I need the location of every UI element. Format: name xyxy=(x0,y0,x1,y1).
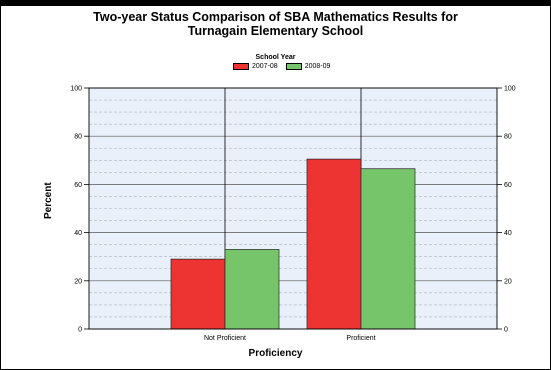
y-tick-label-left: 20 xyxy=(74,278,82,285)
y-axis-label: Percent xyxy=(43,182,54,219)
y-tick-label-right: 0 xyxy=(504,327,508,334)
legend-label-2007-08: 2007-08 xyxy=(252,63,278,70)
legend-swatch-2007-08 xyxy=(233,63,249,70)
y-tick-label-left: 40 xyxy=(74,230,82,237)
legend-item-2008-09: 2008-09 xyxy=(285,63,331,70)
y-tick-label-left: 0 xyxy=(78,327,82,334)
y-tick-label-right: 80 xyxy=(504,134,512,141)
chart-title-line-2: Turnagain Elementary School xyxy=(187,24,364,38)
chart-title-line-1: Two-year Status Comparison of SBA Mathem… xyxy=(93,10,458,24)
legend: 2007-08 2008-09 xyxy=(233,63,338,70)
x-axis-label: Proficiency xyxy=(248,348,303,359)
bar-proficient-2008-09 xyxy=(360,168,416,330)
x-tick-label: Proficient xyxy=(346,335,375,342)
x-tick-label: Not Proficient xyxy=(204,335,246,342)
y-tick-label-right: 100 xyxy=(504,86,516,93)
bar-not-proficient-2007-08 xyxy=(170,258,226,330)
y-tick-label-left: 100 xyxy=(70,86,82,93)
y-tick-label-right: 60 xyxy=(504,182,512,189)
plot-border xyxy=(88,87,498,330)
legend-label-2008-09: 2008-09 xyxy=(304,63,331,70)
legend-title: School Year xyxy=(255,54,296,61)
y-tick-label-left: 80 xyxy=(74,134,82,141)
legend-item-2007-08: 2007-08 xyxy=(233,63,278,70)
legend-swatch-2008-09 xyxy=(285,63,302,70)
y-tick-label-right: 40 xyxy=(504,230,512,237)
y-tick-label-left: 60 xyxy=(74,182,82,189)
bar-not-proficient-2008-09 xyxy=(224,249,280,330)
bar-proficient-2007-08 xyxy=(306,158,362,330)
y-tick-label-right: 20 xyxy=(504,278,512,285)
